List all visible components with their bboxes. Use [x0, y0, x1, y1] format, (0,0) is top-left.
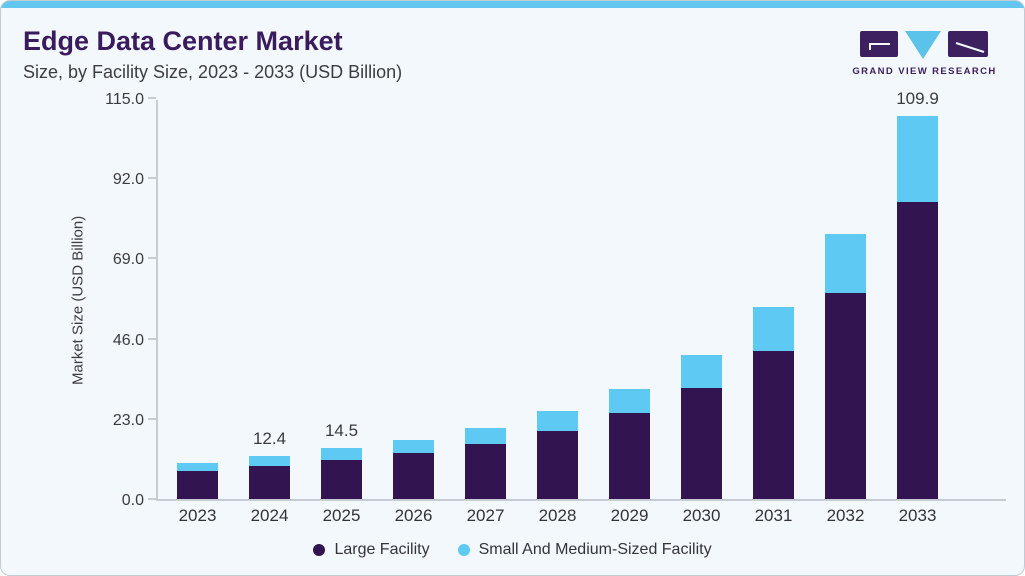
bar-group-2033: 109.9 [896, 89, 939, 499]
y-tick-mark [148, 417, 156, 420]
legend-dot-large-facility-icon [313, 544, 326, 556]
legend-item-large-facility: Large Facility [313, 541, 430, 559]
plot-area: 0.0 23.0 46.0 69.0 92.0 115.0 2023 2024 12.4 2025… [105, 89, 1006, 525]
bar-segment-small-facility-2027 [465, 427, 506, 444]
y-tick-mark [148, 97, 156, 99]
page-subtitle: Size, by Facility Size, 2023 - 2033 (USD… [23, 61, 403, 82]
y-tick-mark [148, 498, 156, 500]
bar-total-label-2024: 12.4 [252, 428, 287, 448]
y-tick-mark [148, 337, 156, 340]
bar-group-2031 [753, 98, 794, 499]
bar-segment-large-facility-2023 [177, 471, 218, 499]
bar-segment-small-facility-2028 [537, 411, 578, 431]
bar-segment-small-facility-2023 [177, 462, 218, 472]
bar-group-2029 [609, 98, 650, 499]
gvr-logo-text: GRAND VIEW RESEARCH [852, 66, 997, 77]
bar-segment-small-facility-2032 [825, 233, 866, 294]
x-axis-year-label-2031: 2031 [754, 506, 793, 525]
legend: Large Facility Small And Medium-Sized Fa… [1, 541, 1024, 559]
x-axis-year-label-2024: 2024 [250, 506, 289, 525]
x-axis-year-label-2025: 2025 [322, 506, 361, 525]
bar-segment-small-facility-2030 [681, 355, 722, 388]
y-tick-label: 23.0 [112, 411, 144, 429]
y-axis-title: Market Size (USD Billion) [69, 215, 87, 386]
bar-segment-small-facility-2031 [753, 306, 794, 351]
bar-segment-small-facility-2025 [321, 448, 362, 460]
x-axis-year-label-2033: 2033 [898, 506, 937, 525]
bar-group-2028 [537, 98, 578, 499]
bar-segment-large-facility-2027 [465, 443, 506, 499]
bar-group-2025: 14.5 [321, 98, 362, 499]
y-tick-label: 46.0 [112, 331, 144, 349]
bar-group-2030 [681, 98, 722, 499]
y-tick-mark [148, 177, 156, 180]
top-accent-bar [1, 1, 1024, 8]
bar-segment-small-facility-2024 [249, 455, 290, 466]
bar-segment-large-facility-2026 [393, 453, 434, 499]
legend-item-small-facility: Small And Medium-Sized Facility [457, 541, 712, 559]
gvr-logo-icon [860, 31, 988, 59]
x-axis-year-label-2029: 2029 [610, 506, 649, 525]
legend-dot-small-facility-icon [457, 544, 470, 556]
bar-group-2027 [465, 98, 506, 499]
y-tick-label: 115.0 [105, 91, 144, 108]
bar-total-label-2025: 14.5 [324, 421, 359, 441]
bar-segment-small-facility-2033 [897, 115, 938, 203]
bar-segment-large-facility-2030 [681, 387, 722, 499]
bar-segment-small-facility-2026 [393, 440, 434, 453]
bar-group-2024: 12.4 [249, 98, 290, 499]
y-tick-label: 0.0 [121, 492, 144, 509]
page-title: Edge Data Center Market [23, 26, 343, 56]
bar-segment-large-facility-2025 [321, 459, 362, 499]
x-axis-year-label-2023: 2023 [178, 506, 217, 525]
bar-group-2026 [393, 98, 434, 499]
gvr-logo: GRAND VIEW RESEARCH [852, 29, 997, 77]
y-tick-label: 69.0 [112, 251, 144, 269]
x-axis-year-label-2032: 2032 [826, 506, 865, 525]
bar-segment-large-facility-2028 [537, 430, 578, 499]
bar-segment-small-facility-2029 [609, 388, 650, 414]
x-axis-year-label-2027: 2027 [466, 506, 505, 525]
bar-total-label-2033: 109.9 [896, 88, 939, 108]
y-tick-mark [148, 257, 156, 260]
bar-segment-large-facility-2031 [753, 350, 794, 499]
x-axis-year-label-2028: 2028 [538, 506, 577, 525]
y-tick-label: 92.0 [112, 171, 144, 189]
bar-group-2023 [177, 98, 218, 499]
bar-segment-large-facility-2032 [825, 293, 866, 499]
bar-segment-large-facility-2033 [897, 202, 938, 499]
header: Edge Data Center Market Size, by Facilit… [23, 26, 403, 83]
bar-group-2032 [825, 98, 866, 499]
x-axis-year-label-2026: 2026 [394, 506, 433, 525]
bar-segment-large-facility-2029 [609, 413, 650, 499]
legend-label-small-facility: Small And Medium-Sized Facility [478, 541, 712, 558]
bar-segment-large-facility-2024 [249, 465, 290, 499]
x-axis-year-label-2030: 2030 [682, 506, 721, 525]
legend-label-large-facility: Large Facility [334, 541, 430, 558]
